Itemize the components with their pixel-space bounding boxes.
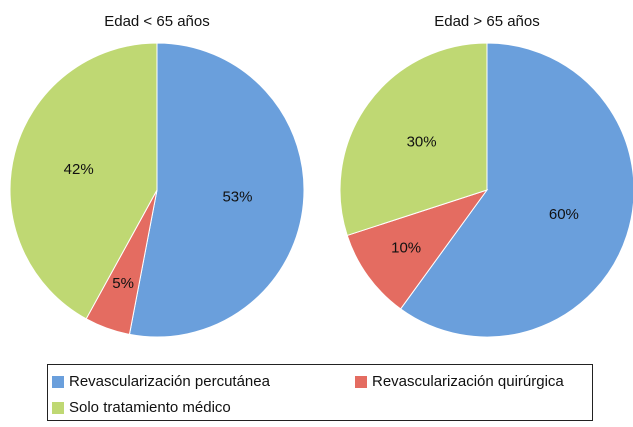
- data-label: 60%: [549, 206, 579, 223]
- legend-label: Revascularización percutánea: [69, 373, 271, 390]
- legend-label: Revascularización quirúrgica: [372, 373, 564, 390]
- pie-slice: [399, 42, 633, 338]
- pie-slice: [346, 189, 489, 310]
- data-label: 5%: [112, 275, 134, 292]
- chart-title: Edad < 65 años: [104, 13, 210, 30]
- legend-box: [47, 364, 593, 421]
- legend-swatch: [52, 376, 64, 388]
- data-label: 53%: [222, 189, 252, 206]
- legend-swatch: [355, 376, 367, 388]
- data-label: 42%: [64, 161, 94, 178]
- pie-slice: [128, 42, 305, 338]
- legend-label: Solo tratamiento médico: [69, 399, 231, 416]
- data-label: 30%: [407, 133, 437, 150]
- legend-swatch: [52, 402, 64, 414]
- data-label: 10%: [391, 240, 421, 257]
- pie-slice: [339, 42, 488, 237]
- chart-title: Edad > 65 años: [434, 13, 540, 30]
- pie-slice: [9, 42, 158, 320]
